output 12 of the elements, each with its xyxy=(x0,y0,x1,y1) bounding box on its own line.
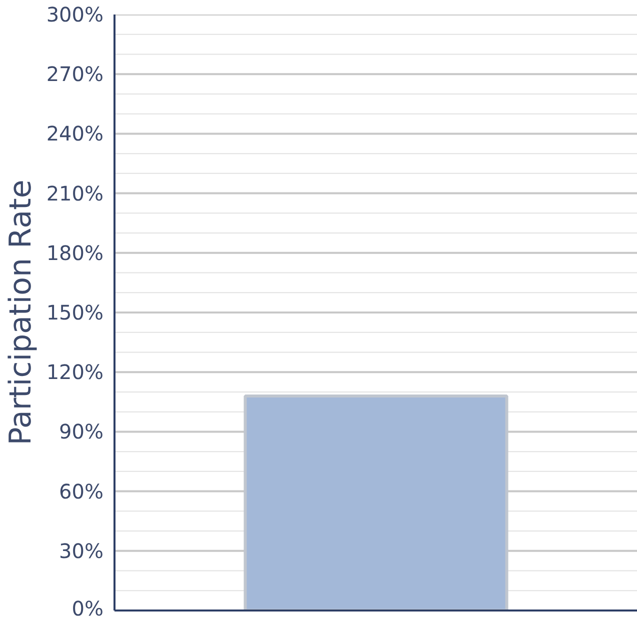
y-tick-label: 300% xyxy=(46,2,104,26)
y-tick-label: 150% xyxy=(46,300,104,324)
y-tick-label: 210% xyxy=(46,181,104,206)
y-tick-label: 30% xyxy=(59,538,104,563)
y-axis-title: Participation Rate xyxy=(3,180,38,446)
y-tick-label: 240% xyxy=(46,122,104,146)
y-tick-label: 270% xyxy=(46,62,104,86)
y-tick-label: 60% xyxy=(59,479,104,504)
y-tick-label: 90% xyxy=(59,420,104,444)
y-tick-label: 120% xyxy=(46,360,104,384)
y-tick-label: 0% xyxy=(72,596,104,620)
y-tick-label: 180% xyxy=(46,240,104,265)
